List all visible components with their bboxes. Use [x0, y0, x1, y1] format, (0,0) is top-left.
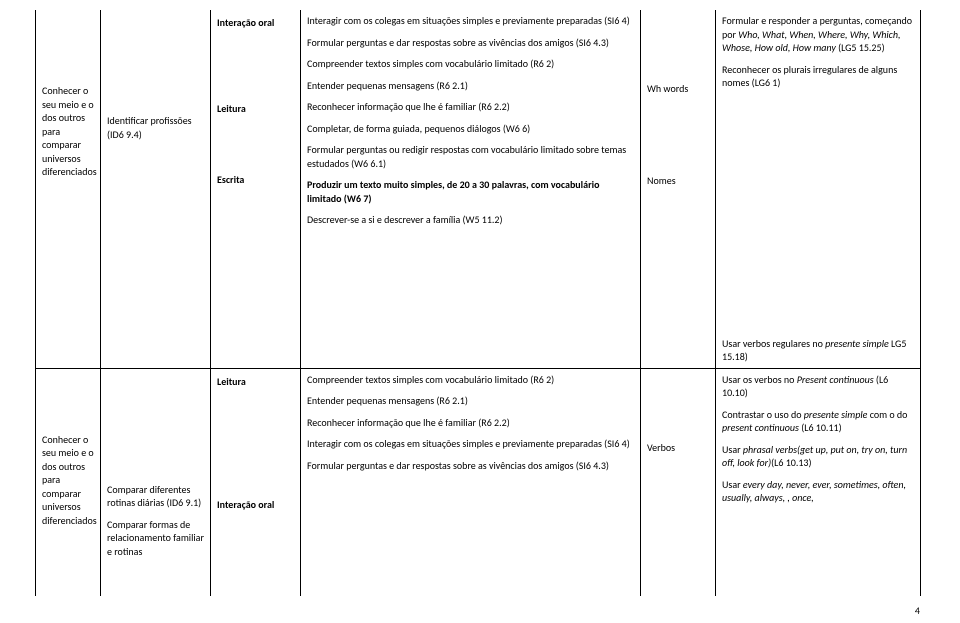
domain-text: Conhecer o seu meio e o dos outros para …	[42, 14, 94, 179]
descriptor-text: Entender pequenas mensagens (R6 2.1)	[307, 394, 634, 408]
table-body: Conhecer o seu meio e o dos outros para …	[36, 10, 921, 596]
table-row: Conhecer o seu meio e o dos outros para …	[36, 10, 921, 368]
col-content: Verbos	[641, 368, 716, 596]
col-grammar: Usar os verbos no Present continuous (L6…	[716, 368, 921, 596]
col-mode: Interação oral Leitura Escrita	[211, 10, 301, 368]
mode-label: Interação oral	[217, 16, 294, 30]
subdomain-text: Comparar diferentes rotinas diárias (ID6…	[107, 483, 204, 510]
col-domain: Conhecer o seu meio e o dos outros para …	[36, 10, 101, 368]
col-grammar: Formular e responder a perguntas, começa…	[716, 10, 921, 368]
col-descriptor: Interagir com os colegas em situações si…	[301, 10, 641, 368]
grammar-text: Reconhecer os plurais irregulares de alg…	[722, 63, 914, 90]
grammar-text: Usar verbos regulares no presente simple…	[722, 337, 914, 364]
descriptor-text: Completar, de forma guiada, pequenos diá…	[307, 122, 634, 136]
mode-label: Leitura	[217, 375, 294, 389]
page-number: 4	[915, 604, 920, 617]
col-descriptor: Compreender textos simples com vocabulár…	[301, 368, 641, 596]
descriptor-text: Compreender textos simples com vocabulár…	[307, 373, 634, 387]
descriptor-text: Compreender textos simples com vocabulár…	[307, 57, 634, 71]
descriptor-text: Formular perguntas e dar respostas sobre…	[307, 36, 634, 50]
mode-label: Interação oral	[217, 498, 294, 512]
grammar-text: Formular e responder a perguntas, começa…	[722, 14, 914, 55]
descriptor-text: Interagir com os colegas em situações si…	[307, 437, 634, 451]
subdomain-text: Comparar formas de relacionamento famili…	[107, 518, 204, 559]
col-subdomain: Comparar diferentes rotinas diárias (ID6…	[101, 368, 211, 596]
descriptor-text: Formular perguntas e dar respostas sobre…	[307, 459, 634, 473]
grammar-text: Usar phrasal verbs(get up, put on, try o…	[722, 443, 914, 470]
descriptor-text: Reconhecer informação que lhe é familiar…	[307, 416, 634, 430]
grammar-text: Contrastar o uso do presente simple com …	[722, 408, 914, 435]
descriptor-text: Produzir um texto muito simples, de 20 a…	[307, 178, 634, 205]
descriptor-text: Interagir com os colegas em situações si…	[307, 14, 634, 28]
descriptor-text: Entender pequenas mensagens (R6 2.1)	[307, 79, 634, 93]
col-mode: Leitura Interação oral	[211, 368, 301, 596]
col-subdomain: Identificar profissões (ID6 9.4)	[101, 10, 211, 368]
mode-label: Leitura	[217, 102, 294, 116]
grammar-text: Usar os verbos no Present continuous (L6…	[722, 373, 914, 400]
descriptor-text: Formular perguntas ou redigir respostas …	[307, 143, 634, 170]
col-content: Wh wordsNomes	[641, 10, 716, 368]
page: Conhecer o seu meio e o dos outros para …	[0, 0, 960, 623]
content-text: Wh words	[647, 14, 709, 96]
descriptor-text: Reconhecer informação que lhe é familiar…	[307, 100, 634, 114]
descriptor-text: Descrever-se a si e descrever a família …	[307, 213, 634, 227]
curriculum-table: Conhecer o seu meio e o dos outros para …	[35, 10, 921, 596]
col-domain: Conhecer o seu meio e o dos outros para …	[36, 368, 101, 596]
content-text: Verbos	[647, 373, 709, 455]
subdomain-text: Identificar profissões (ID6 9.4)	[107, 14, 204, 141]
domain-text: Conhecer o seu meio e o dos outros para …	[42, 373, 94, 528]
grammar-text: Usar every day, never, ever, sometimes, …	[722, 478, 914, 505]
mode-label: Escrita	[217, 173, 294, 187]
content-text: Nomes	[647, 96, 709, 188]
table-row: Conhecer o seu meio e o dos outros para …	[36, 368, 921, 596]
